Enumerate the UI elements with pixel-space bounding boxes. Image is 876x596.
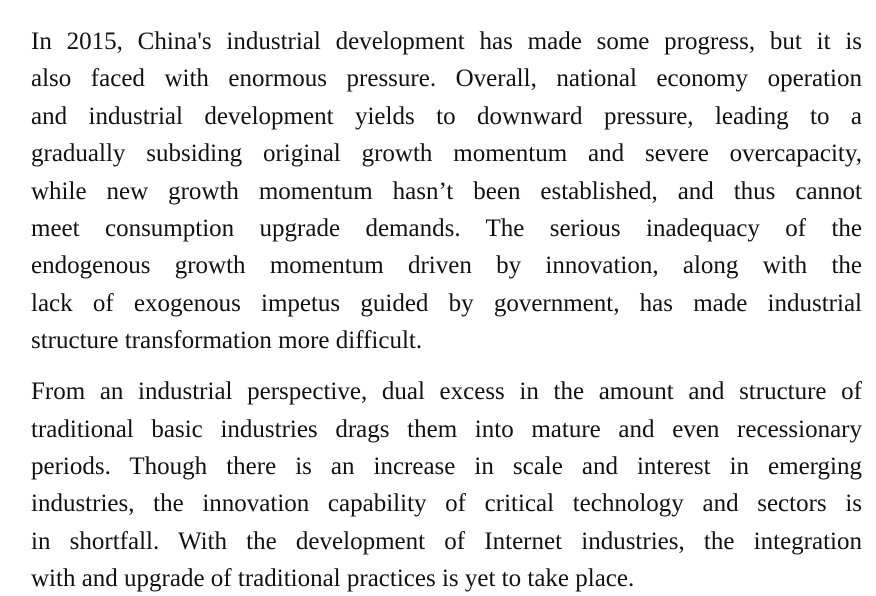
text-line: lack of exogenous impetus guided by gove… [31, 289, 862, 317]
text-line: In 2015, China's industrial development … [31, 28, 862, 55]
text-line: industries, the innovation capability of… [31, 490, 862, 518]
text-line: endogenous growth momentum driven by inn… [31, 252, 862, 280]
text-line: traditional basic industries drags them … [31, 415, 862, 443]
text-line: while new growth momentum hasn’t been es… [31, 177, 862, 205]
text-line: gradually subsiding original growth mome… [31, 140, 862, 168]
text-line: with and upgrade of traditional practice… [31, 565, 635, 593]
text-line: also faced with enormous pressure. Overa… [31, 65, 862, 93]
text-line: periods. Though there is an increase in … [31, 452, 862, 480]
text-line: From an industrial perspective, dual exc… [31, 378, 862, 406]
text-line: meet consumption upgrade demands. The se… [31, 214, 862, 242]
paragraph: In 2015, China's industrial development … [31, 23, 862, 360]
paragraph: From an industrial perspective, dual exc… [31, 373, 862, 596]
text-line: structure transformation more difficult. [31, 327, 423, 355]
text-line: in shortfall. With the development of In… [31, 527, 862, 555]
text-line: and industrial development yields to dow… [31, 102, 862, 130]
